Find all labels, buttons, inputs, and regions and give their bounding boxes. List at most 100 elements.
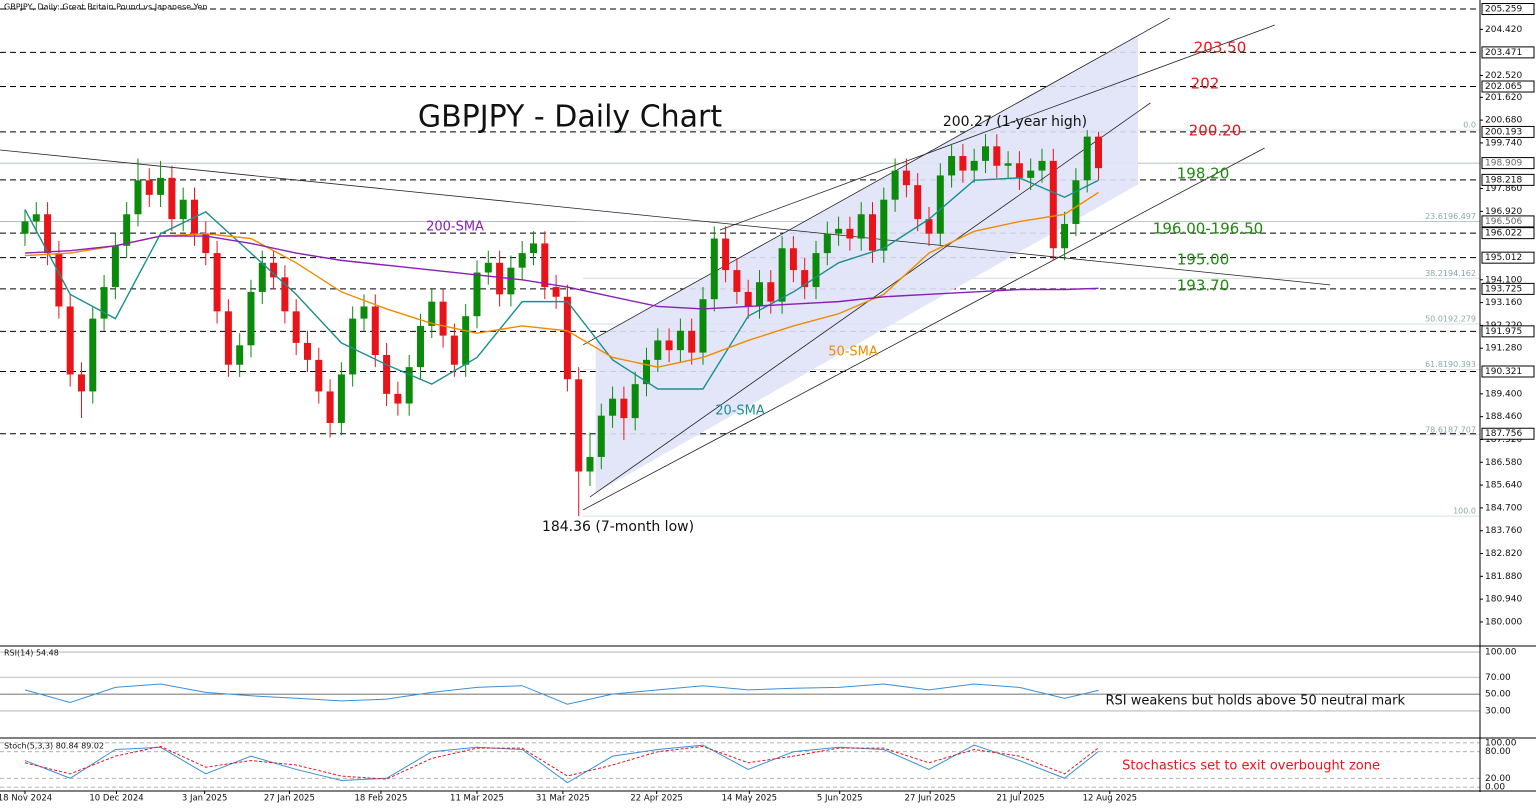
y-tick-label: 183.760 [1485, 526, 1522, 536]
x-tick-label: 21 Jul 2025 [996, 794, 1044, 804]
candle-body [868, 214, 876, 251]
fib-label: 78.6187.707 [1425, 425, 1476, 434]
candle-body [744, 291, 752, 307]
candle-body [484, 262, 492, 273]
price-level-label: 203.471 [1485, 48, 1522, 58]
price-level-label: 193.725 [1485, 284, 1522, 294]
rsi-tick-label: 50.00 [1485, 690, 1511, 700]
candle-body [1004, 163, 1012, 166]
candle-body [1038, 160, 1046, 171]
candle-body [100, 287, 108, 319]
candle-body [326, 391, 334, 423]
candle-body [315, 359, 323, 392]
candle-body [823, 233, 831, 254]
candle-body [981, 146, 989, 161]
candle-body [959, 156, 967, 171]
candle-body [349, 318, 357, 375]
candle-body [891, 170, 899, 200]
y-tick-label: 180.940 [1485, 595, 1522, 605]
candle-body [767, 282, 775, 302]
rsi-note: RSI weakens but holds above 50 neutral m… [1105, 694, 1405, 709]
header: GBPJPY, Daily: Great Britain Pound vs Ja… [4, 3, 207, 12]
candle-body [970, 160, 978, 171]
candle-body [1061, 223, 1069, 249]
level-annotation: 203.50 [1194, 39, 1247, 57]
note: 200.27 (1-year high) [943, 114, 1087, 130]
candle-body [1095, 136, 1103, 169]
x-tick-label: 27 Jun 2025 [905, 794, 956, 804]
candle-body [699, 299, 707, 353]
sma-label: 50-SMA [828, 345, 878, 360]
candle-body [66, 306, 74, 375]
candle-body [247, 291, 255, 346]
candle-body [213, 253, 221, 312]
y-tick-label: 200.680 [1485, 116, 1522, 126]
x-tick-label: 5 Jun 2025 [817, 794, 863, 804]
stoch-note: Stochastics set to exit overbought zone [1122, 759, 1380, 774]
rsi-label: RSI(14) 54.48 [4, 649, 59, 658]
stoch-tick-label: 100.00 [1485, 738, 1517, 748]
candle-body [134, 180, 142, 215]
x-tick-label: 18 Nov 2024 [0, 794, 52, 804]
candle-body [529, 243, 537, 254]
candle-body [236, 345, 244, 365]
price-level-box [1481, 46, 1535, 59]
candle-body [496, 262, 504, 295]
candle-body [993, 146, 1001, 166]
candle-body [563, 296, 571, 380]
price-level-box [1481, 215, 1535, 228]
price-level-box [1481, 3, 1535, 16]
price-level-box [1481, 282, 1535, 295]
price-level-label: 205.259 [1485, 5, 1522, 15]
candle-body [507, 267, 515, 295]
y-tick-label: 188.460 [1485, 412, 1522, 422]
x-tick-label: 31 Mar 2025 [536, 794, 590, 804]
level-annotation: 202 [1191, 75, 1220, 93]
candle-body [586, 456, 594, 472]
x-tick-label: 18 Feb 2025 [354, 794, 407, 804]
candle-body [303, 342, 311, 360]
y-tick-label: 185.640 [1485, 481, 1522, 491]
price-level-box [1481, 427, 1535, 440]
level-annotation: 200.20 [1189, 122, 1242, 140]
candle-body [462, 316, 470, 365]
x-tick-label: 10 Dec 2024 [89, 794, 143, 804]
stoch-line [24, 744, 1099, 784]
candle-body [812, 253, 820, 288]
candle-body [371, 306, 379, 356]
y-tick-label: 191.280 [1485, 344, 1522, 354]
x-tick-label: 12 Aug 2025 [1083, 794, 1137, 804]
background-layer: 0.0 23.6196.497 38.2194.162 50.0192.279 61.8… [0, 8, 1480, 788]
price-level-box [1481, 173, 1535, 186]
stoch-line [24, 745, 1099, 780]
sma-label: 20-SMA [715, 404, 765, 419]
candle-body [258, 262, 266, 292]
price-level-label: 190.321 [1485, 367, 1522, 377]
candle-body [902, 170, 910, 186]
candle-body [1027, 170, 1035, 178]
candle-body [405, 367, 413, 404]
candle-body [428, 301, 436, 326]
x-tick-label: 3 Jan 2025 [182, 794, 228, 804]
candle-body [123, 214, 131, 246]
sma-label: 200-SMA [426, 220, 484, 235]
candle-body [1083, 136, 1091, 181]
candle-body [518, 253, 526, 268]
price-level-label: 198.909 [1485, 159, 1522, 169]
candle-body [55, 253, 63, 307]
stoch-label: Stoch(5,3,3) 80.84 89.02 [4, 742, 104, 751]
y-tick-label: 194.100 [1485, 275, 1522, 285]
candle-body [936, 175, 944, 234]
candle-body [337, 374, 345, 423]
candle-body [755, 282, 763, 307]
level-annotation: 195.00 [1177, 251, 1230, 269]
candle-body [111, 245, 119, 288]
y-tick-label: 196.920 [1485, 207, 1522, 217]
y-tick-label: 181.880 [1485, 572, 1522, 582]
y-tick-label: 189.400 [1485, 389, 1522, 399]
candle-body [157, 177, 165, 195]
price-level-label: 196.022 [1485, 229, 1522, 239]
sma-line [24, 235, 1099, 310]
price-level-box [1481, 325, 1535, 338]
foreground-layer: 204.420 202.520 201.620 200.680 199.740 197.8… [0, 3, 1535, 804]
